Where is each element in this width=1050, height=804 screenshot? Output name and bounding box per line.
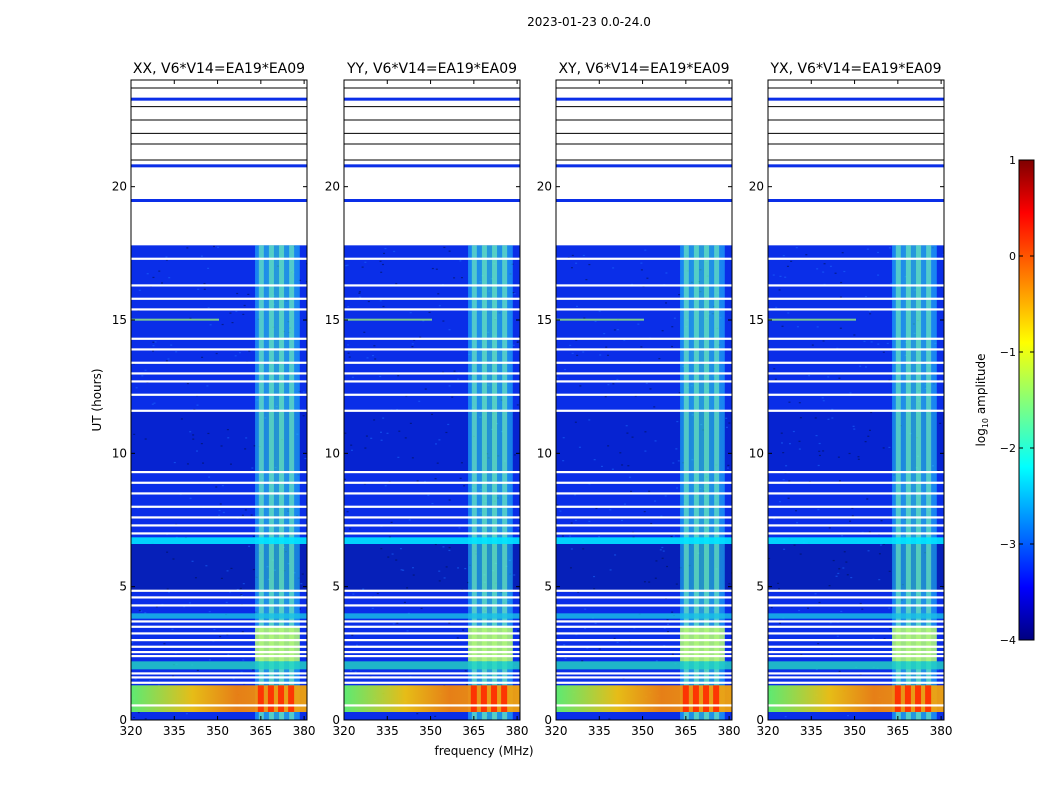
heatmap-image (131, 87, 307, 720)
plot-frame (343, 79, 521, 721)
colorbar-tick-label: 0 (1009, 250, 1016, 263)
heatmap-panel-2: YY, V6*V14=EA19*EA09 320 335 350 365 380 0 5 10 1… (325, 61, 529, 738)
x-tick-label: 350 (631, 724, 654, 738)
colorbar-tick-label: −1 (1000, 346, 1016, 359)
x-tick-label: 335 (588, 724, 611, 738)
y-tick-label: 20 (112, 180, 127, 194)
y-tick-label: 5 (756, 580, 764, 594)
colorbar-scale (1018, 159, 1035, 641)
heatmap-panel-1: XX, V6*V14=EA19*EA09 320 335 350 365 380 0 5 10 1… (112, 61, 316, 738)
y-tick-label: 5 (332, 580, 340, 594)
colorbar-tick-label: −3 (1000, 538, 1016, 551)
x-tick-label: 335 (800, 724, 823, 738)
y-tick-label: 10 (749, 446, 764, 460)
plot-frame (130, 79, 308, 721)
heatmap-panel-3: XY, V6*V14=EA19*EA09 320 335 350 365 380 0 5 10 1… (537, 61, 741, 738)
y-tick-label: 20 (325, 180, 340, 194)
x-tick-label: 350 (419, 724, 442, 738)
panel-title: XX, V6*V14=EA19*EA09 (133, 61, 305, 77)
y-tick-label: 5 (544, 580, 552, 594)
heatmap-panel-4: YX, V6*V14=EA19*EA09 320 335 350 365 380 0 5 10 1… (749, 61, 953, 738)
y-tick-label: 15 (112, 313, 127, 327)
x-tick-label: 350 (843, 724, 866, 738)
panel-title: YX, V6*V14=EA19*EA09 (769, 61, 941, 77)
x-tick-label: 320 (757, 724, 780, 738)
plot-frame (555, 79, 733, 721)
panel-title: XY, V6*V14=EA19*EA09 (558, 61, 729, 77)
x-tick-label: 380 (930, 724, 953, 738)
x-tick-label: 365 (462, 724, 485, 738)
heatmap-image (768, 87, 944, 720)
colorbar: 1 0 −1 −2 −3 −4 log10 amplitude (974, 154, 1035, 647)
colorbar-label: log10 amplitude (974, 354, 990, 447)
y-tick-label: 0 (756, 713, 764, 727)
x-tick-label: 380 (506, 724, 529, 738)
y-tick-label: 15 (537, 313, 552, 327)
y-tick-label: 10 (112, 446, 127, 460)
y-tick-label: 15 (325, 313, 340, 327)
y-axis-label: UT (hours) (90, 368, 104, 431)
y-tick-label: 0 (544, 713, 552, 727)
y-tick-label: 15 (749, 313, 764, 327)
x-tick-label: 320 (545, 724, 568, 738)
x-tick-label: 335 (163, 724, 186, 738)
y-tick-label: 20 (537, 180, 552, 194)
panel-title: YY, V6*V14=EA19*EA09 (346, 61, 517, 77)
x-tick-label: 335 (376, 724, 399, 738)
heatmap-image (556, 87, 732, 720)
x-tick-label: 380 (293, 724, 316, 738)
heatmap-image (344, 87, 520, 720)
x-tick-label: 380 (718, 724, 741, 738)
y-tick-label: 0 (332, 713, 340, 727)
colorbar-tick-label: −2 (1000, 442, 1016, 455)
colorbar-tick-label: −4 (1000, 634, 1016, 647)
x-tick-label: 365 (886, 724, 909, 738)
y-tick-label: 10 (537, 446, 552, 460)
figure-suptitle: 2023-01-23 0.0-24.0 (527, 15, 651, 29)
y-tick-label: 10 (325, 446, 340, 460)
y-tick-label: 5 (119, 580, 127, 594)
y-tick-label: 0 (119, 713, 127, 727)
colorbar-tick-label: 1 (1009, 154, 1016, 167)
x-tick-label: 320 (333, 724, 356, 738)
y-tick-label: 20 (749, 180, 764, 194)
x-tick-label: 320 (120, 724, 143, 738)
x-tick-label: 365 (674, 724, 697, 738)
x-axis-label: frequency (MHz) (434, 744, 533, 758)
plot-frame (767, 79, 945, 721)
x-tick-label: 365 (249, 724, 272, 738)
x-tick-label: 350 (206, 724, 229, 738)
